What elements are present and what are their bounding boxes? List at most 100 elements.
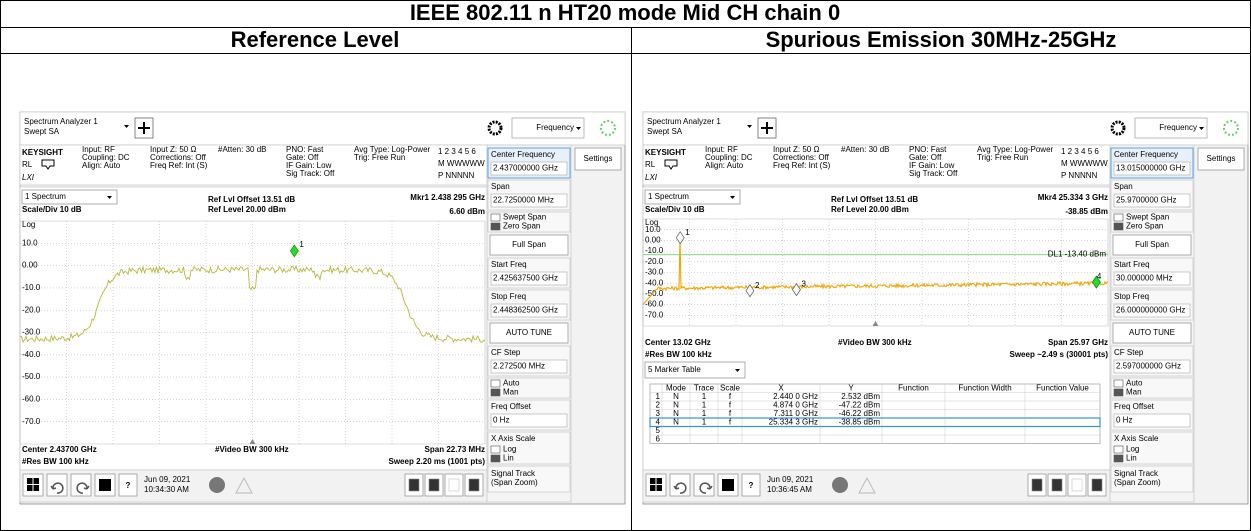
radio-indicator — [1113, 445, 1124, 454]
softkey-button — [1112, 322, 1192, 344]
marker-level: -38.85 dBm — [1065, 207, 1108, 216]
taskbar-icon — [1051, 478, 1063, 492]
radio-indicator — [1113, 213, 1124, 222]
softkey-label: Stop Freq — [1114, 292, 1149, 301]
ref-offset: Ref Lvl Offset 13.51 dB — [831, 195, 918, 204]
table-cell: 1 — [702, 417, 707, 426]
softkey — [1110, 465, 1194, 493]
table-header: Function — [898, 383, 929, 392]
dropdown-arrow — [107, 196, 112, 199]
softkey-button-label: AUTO TUNE — [506, 328, 552, 337]
table-cell: 1 — [702, 409, 707, 418]
softkey-label: CF Step — [491, 348, 521, 357]
date: Jun 09, 2021 — [144, 475, 191, 484]
softkey-option: Log — [1126, 445, 1139, 454]
footer-rbw: #Res BW 100 kHz — [645, 350, 712, 359]
taskbar-button — [693, 473, 715, 497]
radio-indicator — [490, 454, 501, 463]
softkey-label: CF Step — [1114, 348, 1144, 357]
folder-icon — [99, 479, 111, 491]
rl-icon — [664, 159, 678, 170]
brand: KEYSIGHT — [22, 148, 63, 157]
softkey-label: Span — [491, 182, 510, 191]
settings-gear — [487, 120, 503, 136]
date: Jun 09, 2021 — [767, 475, 814, 484]
softkey — [1110, 431, 1194, 465]
dropdown-arrow — [730, 196, 735, 199]
table-cell: 5 — [656, 426, 661, 435]
table-cell: f — [729, 417, 732, 426]
settings-button — [1197, 147, 1245, 171]
softkey-value: 2.272500 MHz — [493, 362, 545, 371]
table-dropdown — [644, 361, 746, 379]
softkey-button — [489, 322, 569, 344]
taskbar-button — [669, 473, 691, 497]
ref-level: Ref Level 20.00 dBm — [208, 205, 286, 214]
softkey-value: 30.000000 MHz — [1116, 274, 1172, 283]
menu-label: Frequency — [536, 123, 574, 132]
status-item: Freq Ref: Int (S) — [773, 161, 831, 170]
center-tick — [872, 321, 879, 326]
status-item: Gate: Off — [286, 153, 319, 162]
undo-icon — [673, 482, 687, 494]
status-item: Corrections: Off — [773, 153, 830, 162]
brand: KEYSIGHT — [645, 148, 686, 157]
status-item: Sig Track: Off — [909, 169, 958, 178]
table-header: Mode — [666, 383, 687, 392]
marker-level: 6.60 dBm — [449, 207, 485, 216]
softkey-label: Signal Track — [491, 469, 536, 478]
chat-icon — [209, 477, 225, 493]
table-title: 5 Marker Table — [648, 365, 701, 374]
marker-diamond — [675, 231, 685, 245]
softkey-option: Lin — [503, 454, 514, 463]
radio-indicator — [490, 445, 501, 454]
y-tick-label: -30.0 — [645, 268, 664, 277]
rl-label: RL — [22, 160, 33, 169]
softkey-value: 2.448362500 GHz — [493, 306, 558, 315]
softkey-label: Start Freq — [1114, 260, 1150, 269]
softkey-option: Zero Span — [1126, 222, 1163, 231]
trace — [19, 264, 486, 344]
softkey-option: Zero Span — [503, 222, 540, 231]
trace-numbers: 1 2 3 4 5 6 — [1061, 147, 1099, 156]
y-tick-label: -50.0 — [22, 372, 41, 381]
softkey-option: Man — [503, 388, 519, 397]
footer-span: Span 25.97 GHz — [1048, 338, 1108, 347]
status-item: Input Z: 50 Ω — [773, 145, 819, 154]
screen — [19, 186, 488, 471]
status-item: Coupling: DC — [82, 153, 130, 162]
y-tick-label: -10.0 — [645, 246, 664, 255]
table-cell: f — [729, 392, 732, 401]
marker-label: 1 — [685, 228, 690, 237]
softkey-field — [1113, 193, 1191, 208]
softkey-field — [490, 271, 568, 286]
taskbar-icon — [1091, 478, 1103, 492]
info-bar — [19, 144, 488, 186]
dropdown-arrow — [576, 127, 581, 130]
softkey — [487, 431, 571, 465]
status-item: #Atten: 30 dB — [841, 145, 889, 154]
app-name: Spectrum Analyzer 1 — [647, 117, 721, 126]
table-header: Function Width — [958, 383, 1011, 392]
alert-icon — [235, 476, 253, 494]
footer-vbw: #Video BW 300 kHz — [215, 445, 289, 454]
softkey-option: Swept Span — [1126, 213, 1169, 222]
y-tick-label: -10.0 — [22, 283, 41, 292]
softkey-field — [490, 359, 568, 374]
radio-indicator — [490, 222, 501, 231]
softkey-label: Freq Offset — [1114, 402, 1155, 411]
status-item: Sig Track: Off — [286, 169, 335, 178]
rl-label: RL — [645, 160, 656, 169]
page-title: IEEE 802.11 n HT20 mode Mid CH chain 0 — [410, 0, 840, 25]
redo-icon — [699, 482, 713, 494]
y-tick-label: 10.0 — [645, 225, 661, 234]
softkey-label: Stop Freq — [491, 292, 526, 301]
taskbar-icon — [448, 478, 460, 492]
y-tick-label: -20.0 — [645, 257, 664, 266]
time: 10:34:30 AM — [144, 485, 189, 494]
y-tick-label: 0.00 — [22, 261, 38, 270]
table-cell: 1 — [702, 392, 707, 401]
selected-row — [649, 417, 1101, 428]
taskbar-button — [118, 473, 138, 497]
table-cell: 2.532 dBm — [841, 392, 880, 401]
